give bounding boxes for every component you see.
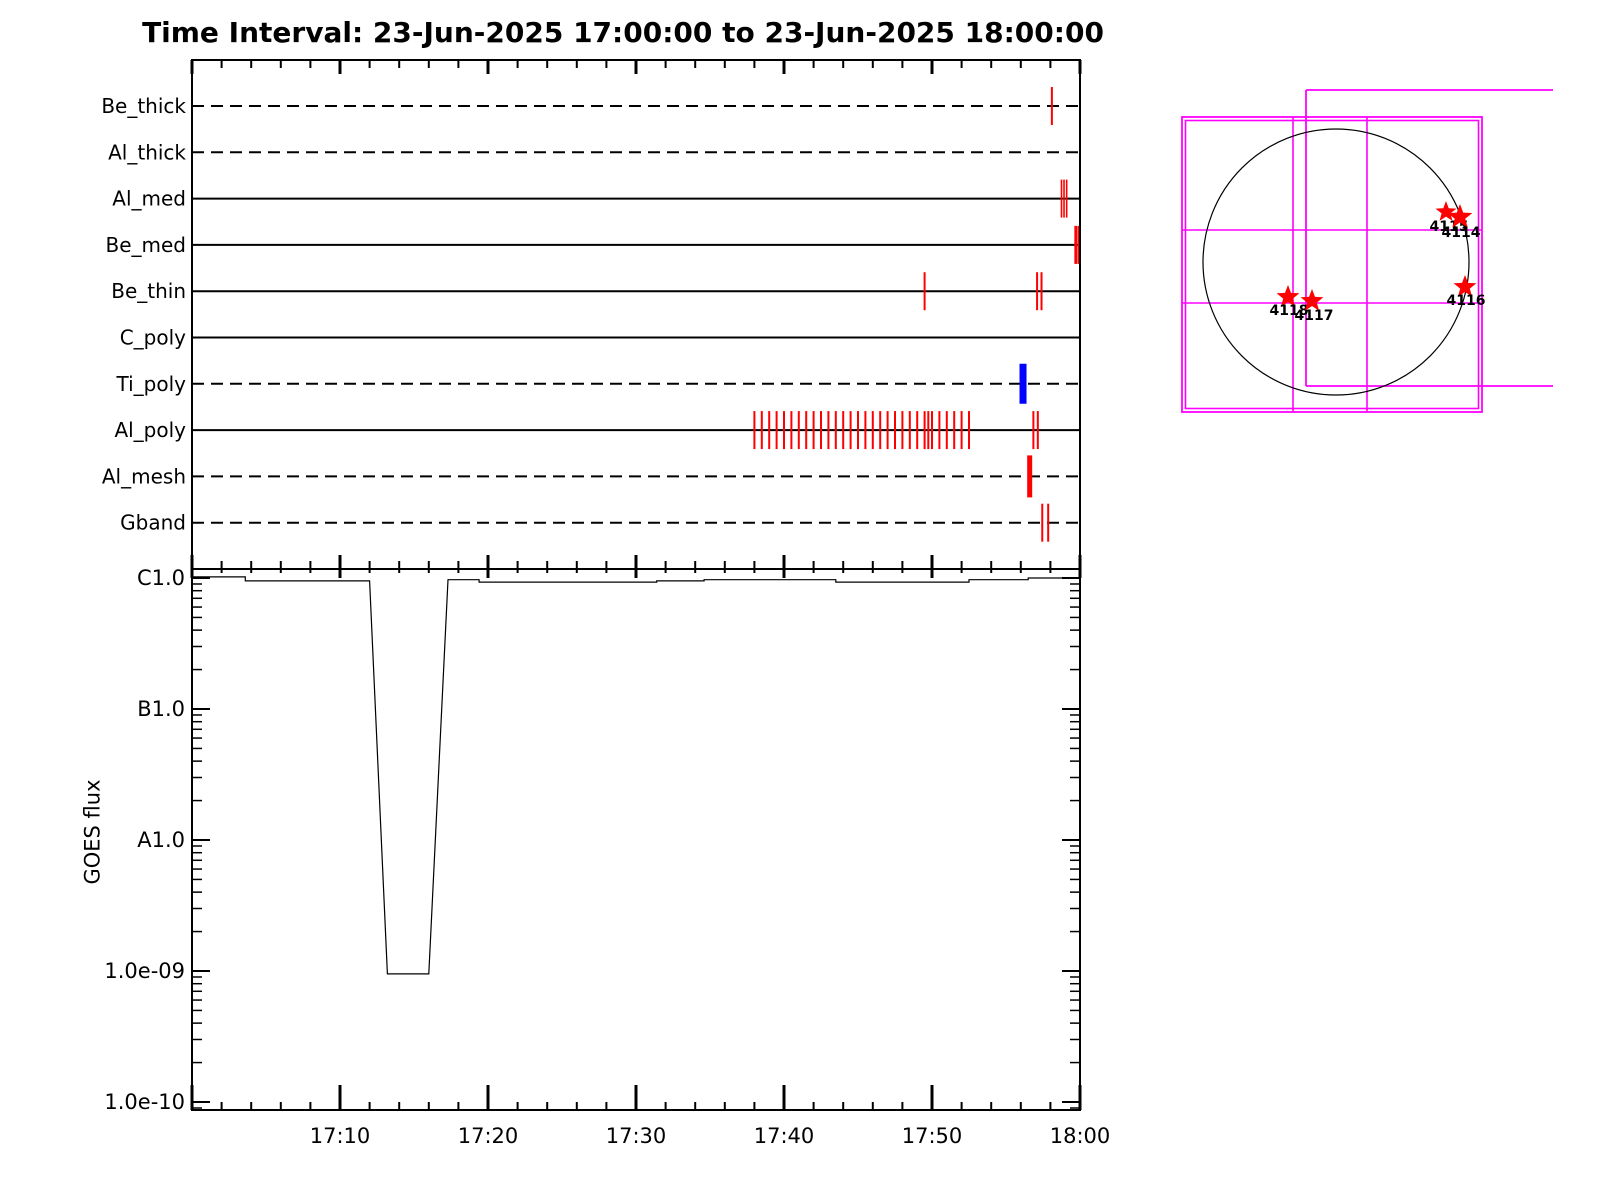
goes-flux-curve <box>192 576 1080 975</box>
filter-label-Al_med: Al_med <box>112 187 186 211</box>
active-region-label-4114: 4114 <box>1442 225 1481 241</box>
filter-label-Be_med: Be_med <box>105 233 186 257</box>
active-region-star-4117 <box>1300 289 1324 311</box>
filter-label-Al_thick: Al_thick <box>108 140 186 164</box>
y-tick-label-1.0e-09: 1.0e-09 <box>104 959 185 983</box>
x-tick-label-17:50: 17:50 <box>902 1124 963 1148</box>
filter-label-Al_poly: Al_poly <box>114 418 186 442</box>
filter-label-C_poly: C_poly <box>120 326 186 350</box>
filter-label-Be_thick: Be_thick <box>101 94 186 118</box>
goes-panel-frame <box>191 568 1081 1111</box>
y-tick-label-1.0e-10: 1.0e-10 <box>104 1090 185 1114</box>
solar-disk-limb <box>1202 128 1470 396</box>
filter-label-Gband: Gband <box>120 511 186 535</box>
active-region-star-4114 <box>1447 204 1473 228</box>
x-tick-label-17:30: 17:30 <box>606 1124 667 1148</box>
fov-box-outer <box>1181 116 1483 413</box>
active-region-label-4118: 4118 <box>1270 303 1309 319</box>
fov-box-outer-inner-line <box>1184 119 1480 410</box>
x-tick-label-18:00: 18:00 <box>1050 1124 1111 1148</box>
x-tick-label-17:40: 17:40 <box>754 1124 815 1148</box>
filter-label-Be_thin: Be_thin <box>111 279 186 303</box>
active-region-label-4117: 4117 <box>1295 308 1334 324</box>
chart-title: Time Interval: 23-Jun-2025 17:00:00 to 2… <box>142 16 1104 49</box>
timeline-panel-frame <box>191 59 1081 570</box>
filter-label-Ti_poly: Ti_poly <box>116 372 187 396</box>
active-region-star-4115 <box>1435 201 1457 221</box>
x-tick-label-17:20: 17:20 <box>458 1124 519 1148</box>
active-region-label-4116: 4116 <box>1447 293 1486 309</box>
active-region-star-4116 <box>1453 275 1477 297</box>
filter-label-Al_mesh: Al_mesh <box>102 464 186 488</box>
active-region-star-4118 <box>1276 285 1300 307</box>
y-tick-label-B1.0: B1.0 <box>137 697 185 721</box>
y-tick-label-C1.0: C1.0 <box>137 566 185 590</box>
x-tick-label-17:10: 17:10 <box>310 1124 371 1148</box>
y-tick-label-A1.0: A1.0 <box>137 828 185 852</box>
